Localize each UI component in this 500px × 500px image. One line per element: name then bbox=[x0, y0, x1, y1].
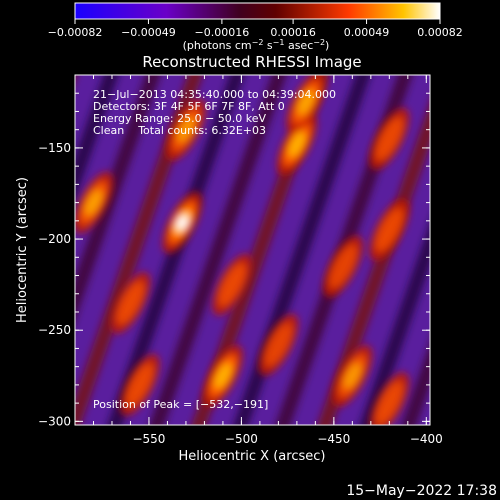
colorbar-tick-label: −0.00049 bbox=[121, 26, 176, 39]
ridge-stripe bbox=[359, 223, 430, 425]
colorbar-unit-label: (photons cm−2 s−1 asec−2) bbox=[183, 38, 330, 52]
ridge-stripe bbox=[233, 75, 371, 425]
y-axis-label: Heliocentric Y (arcsec) bbox=[15, 177, 30, 323]
annotation-energy: Energy Range: 25.0 − 50.0 keV bbox=[93, 112, 267, 125]
peak-position-label: Position of Peak = [−532,−191] bbox=[93, 398, 268, 411]
colorbar-ticks: −0.00082 −0.00049 −0.00016 0.00016 0.00049 0.… bbox=[48, 19, 463, 39]
x-tick-label: −450 bbox=[317, 432, 350, 446]
source-blob bbox=[323, 235, 363, 298]
plot-frame bbox=[74, 74, 431, 426]
x-tick-label: −400 bbox=[410, 432, 443, 446]
colorbar-tick-label: −0.00016 bbox=[195, 26, 250, 39]
source-blob bbox=[277, 113, 317, 175]
source-blob bbox=[369, 108, 409, 170]
date-stamp: 15−May−2022 17:38 bbox=[346, 483, 497, 499]
source-blob bbox=[120, 354, 160, 416]
colorbar-tick-label: 0.00016 bbox=[270, 26, 316, 39]
ridge-stripe bbox=[75, 75, 161, 320]
colorbar bbox=[74, 2, 441, 20]
source-blob bbox=[258, 314, 299, 376]
colorbar-tick-label: −0.00082 bbox=[48, 26, 103, 39]
source-blob bbox=[286, 75, 326, 133]
ridge-stripe bbox=[75, 75, 203, 425]
axis-ticks: −550 −500 −450 −400 −150 −200 −250 −300 bbox=[38, 74, 443, 446]
annotation-counts: Clean Total counts: 6.32E+03 bbox=[93, 124, 266, 137]
source-blob bbox=[162, 192, 202, 254]
y-tick-label: −250 bbox=[38, 323, 71, 337]
ridge-stripe bbox=[401, 343, 430, 425]
annotation-detectors: Detectors: 3F 4F 5F 6F 7F 8F, Att 0 bbox=[93, 100, 285, 113]
y-tick-label: −200 bbox=[38, 232, 71, 246]
source-layer bbox=[75, 75, 409, 425]
source-blob bbox=[166, 99, 206, 161]
source-blob bbox=[212, 254, 252, 316]
x-tick-label: −550 bbox=[132, 432, 165, 446]
source-blob bbox=[369, 199, 409, 261]
source-blob bbox=[203, 345, 243, 407]
chart-title: Reconstructed RHESSI Image bbox=[142, 53, 361, 71]
ridge-stripe bbox=[75, 75, 119, 200]
annotation-block: 21−Jul−2013 04:35:40.000 to 04:39:04.000… bbox=[93, 88, 336, 137]
y-tick-label: −150 bbox=[38, 141, 71, 155]
source-blob bbox=[369, 372, 409, 425]
annotation-time: 21−Jul−2013 04:35:40.000 to 04:39:04.000 bbox=[93, 88, 336, 101]
source-blob bbox=[75, 171, 114, 234]
y-tick-label: −300 bbox=[38, 414, 71, 428]
colorbar-tick-label: 0.00082 bbox=[417, 26, 463, 39]
source-blob bbox=[110, 272, 151, 334]
x-axis-label: Heliocentric X (arcsec) bbox=[179, 449, 326, 464]
ridge-stripe bbox=[75, 75, 77, 80]
source-blob bbox=[332, 345, 373, 407]
colorbar-tick-label: 0.00049 bbox=[344, 26, 390, 39]
ridge-stripe bbox=[149, 75, 287, 425]
x-tick-label: −500 bbox=[225, 432, 258, 446]
image-area bbox=[75, 75, 430, 425]
